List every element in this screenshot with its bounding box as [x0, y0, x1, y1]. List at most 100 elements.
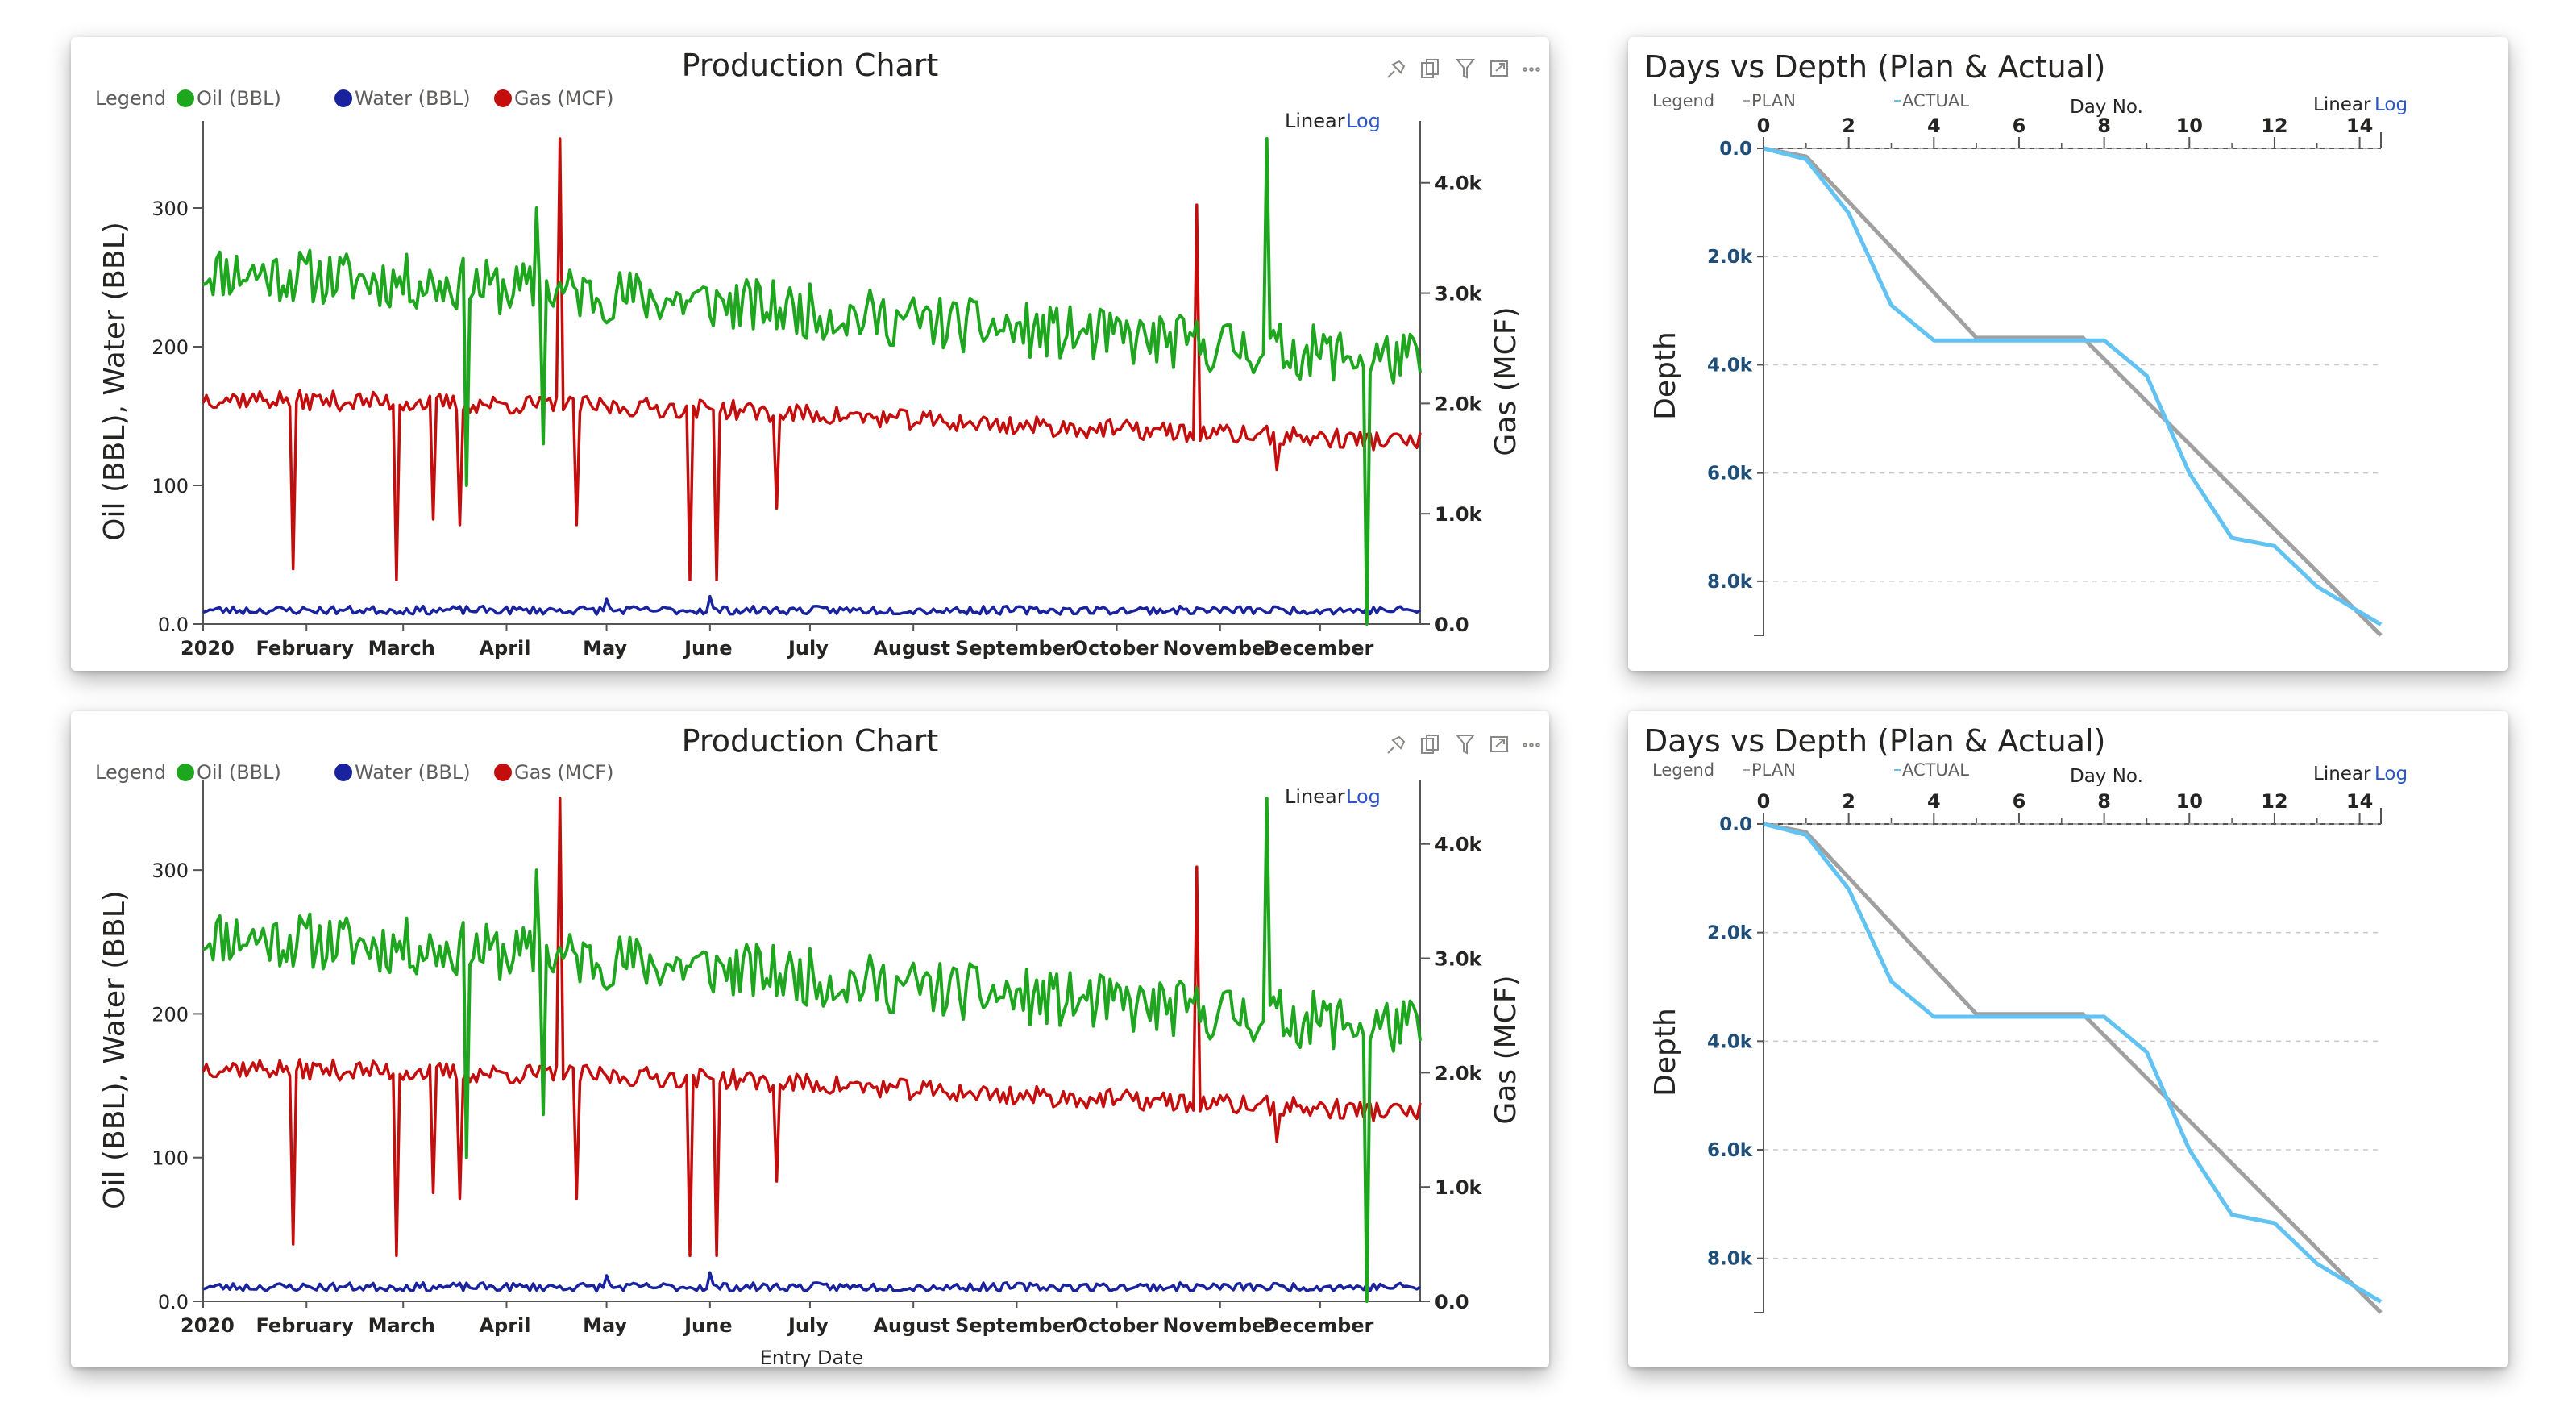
legend-marker-water: [334, 764, 352, 781]
copy-icon[interactable]: [1421, 59, 1439, 78]
legend-item-oil[interactable]: Oil (BBL): [177, 87, 281, 110]
x-tick-label: 12: [2261, 114, 2287, 137]
right-tick-label: 0.0: [1435, 1291, 1469, 1313]
focus-icon[interactable]: [1490, 60, 1508, 77]
right-tick-label: 1.0k: [1435, 503, 1483, 526]
x-tick-label: November: [1162, 1314, 1274, 1337]
x-tick-label: February: [256, 637, 355, 660]
y-axis-title: Depth: [1649, 331, 1682, 420]
x-tick-label: August: [873, 637, 950, 660]
x-tick-label: 10: [2176, 790, 2203, 813]
depth-chart-card-top[interactable]: Days vs Depth (Plan & Actual) Legend PLAN A…: [1628, 37, 2508, 671]
depth-chart-card-bottom[interactable]: Days vs Depth (Plan & Actual) Legend PLAN A…: [1628, 711, 2508, 1367]
copy-icon[interactable]: [1421, 735, 1439, 754]
legend-item-plan[interactable]: PLAN: [1743, 91, 1796, 110]
more-icon[interactable]: [1523, 743, 1540, 747]
production-chart-card-bottom[interactable]: Production Chart Legend Oil (BBL) Water (BB…: [71, 711, 1549, 1367]
scale-log-toggle[interactable]: Log: [1346, 785, 1381, 808]
right-tick-label: 3.0k: [1435, 283, 1483, 306]
scale-linear-toggle[interactable]: Linear: [1285, 785, 1345, 808]
visual-header-icons[interactable]: [1387, 735, 1540, 755]
scale-log-toggle[interactable]: Log: [1346, 110, 1381, 132]
legend-text-gas: Gas (MCF): [514, 87, 613, 110]
x-tick-label: November: [1162, 637, 1274, 660]
legend-text-plan: PLAN: [1751, 91, 1796, 110]
x-tick-label: 2020: [181, 637, 235, 660]
right-tick-label: 4.0k: [1435, 173, 1483, 195]
legend-marker-gas: [494, 89, 512, 107]
series-line-water[interactable]: [202, 594, 1422, 616]
x-axis-title: Entry Date: [760, 669, 864, 671]
y-right-axis-title: Gas (MCF): [1490, 306, 1523, 456]
legend-text-water: Water (BBL): [355, 87, 471, 110]
legend-item-gas[interactable]: Gas (MCF): [494, 761, 613, 784]
series-line-actual[interactable]: [1763, 146, 2383, 626]
y-tick-label: 8.0k: [1707, 572, 1753, 593]
legend-marker-water: [334, 89, 352, 107]
y-tick-label: 4.0k: [1707, 1031, 1753, 1052]
series-line-plan[interactable]: [1763, 822, 2383, 1314]
right-tick-label: 3.0k: [1435, 948, 1483, 971]
filter-icon[interactable]: [1455, 59, 1476, 79]
x-tick-label: February: [256, 1314, 355, 1337]
legend-item-water[interactable]: Water (BBL): [334, 87, 471, 110]
x-tick-label: July: [787, 1314, 829, 1337]
visual-header-icons[interactable]: [1387, 59, 1540, 79]
legend-label: Legend: [95, 87, 166, 110]
x-tick-label: October: [1072, 637, 1159, 660]
chart-title: Production Chart: [682, 723, 939, 759]
series-line-gas[interactable]: [202, 137, 1422, 582]
x-tick-label: 8: [2097, 114, 2111, 137]
scale-linear-toggle[interactable]: Linear: [2313, 94, 2371, 115]
legend-item-water[interactable]: Water (BBL): [334, 761, 471, 784]
y-tick-label: 6.0k: [1707, 464, 1753, 485]
x-axis-title: Day No.: [2070, 97, 2143, 118]
scale-linear-toggle[interactable]: Linear: [2313, 764, 2371, 785]
series-line-gas[interactable]: [202, 797, 1422, 1258]
y-left-axis-title: Oil (BBL), Water (BBL): [98, 222, 131, 541]
legend: Legend Oil (BBL) Water (BBL) Gas (MCF): [95, 761, 613, 784]
pin-icon[interactable]: [1387, 735, 1406, 754]
x-tick-label: June: [683, 637, 732, 660]
x-tick-label: March: [368, 637, 435, 660]
right-tick-label: 2.0k: [1435, 393, 1483, 415]
series-line-oil[interactable]: [202, 137, 1422, 626]
x-tick-label: 6: [2013, 114, 2026, 137]
scale-log-toggle[interactable]: Log: [2374, 94, 2408, 115]
legend-text-plan: PLAN: [1751, 760, 1796, 780]
x-tick-label: 12: [2261, 790, 2287, 813]
legend: Legend PLAN ACTUAL: [1652, 91, 1969, 110]
pin-icon[interactable]: [1387, 60, 1406, 78]
x-tick-label: July: [787, 637, 829, 660]
left-tick-label: 200: [152, 1003, 189, 1026]
scale-linear-toggle[interactable]: Linear: [1285, 110, 1345, 132]
y-tick-label: 0.0: [1719, 139, 1752, 160]
x-tick-label: September: [955, 1314, 1075, 1337]
x-tick-label: June: [683, 1314, 732, 1337]
legend-item-oil[interactable]: Oil (BBL): [177, 761, 281, 784]
legend-item-plan[interactable]: PLAN: [1743, 760, 1796, 780]
series-line-water[interactable]: [202, 1271, 1422, 1293]
production-chart-card-top[interactable]: Production Chart Legend Oil (BBL) Water (BB…: [71, 37, 1549, 671]
series-line-actual[interactable]: [1763, 822, 2383, 1304]
legend-label: Legend: [1652, 91, 1714, 110]
x-tick-label: October: [1072, 1314, 1159, 1337]
x-tick-label: September: [955, 637, 1075, 660]
series-line-oil[interactable]: [202, 797, 1422, 1303]
production-chart-bottom: Production Chart Legend Oil (BBL) Water (BB…: [95, 723, 1540, 1367]
x-tick-label: 0: [1757, 790, 1771, 813]
legend-item-actual[interactable]: ACTUAL: [1894, 760, 1969, 780]
x-axis-title: Entry Date: [760, 1346, 864, 1367]
more-icon[interactable]: [1523, 67, 1540, 72]
series-line-plan[interactable]: [1763, 146, 2383, 637]
filter-icon[interactable]: [1455, 735, 1476, 755]
legend-item-actual[interactable]: ACTUAL: [1894, 91, 1969, 110]
x-tick-label: 8: [2097, 790, 2111, 813]
legend-item-gas[interactable]: Gas (MCF): [494, 87, 613, 110]
focus-icon[interactable]: [1490, 736, 1508, 752]
left-tick-label: 0.0: [158, 1291, 189, 1313]
scale-log-toggle[interactable]: Log: [2374, 764, 2408, 785]
legend-marker-oil: [177, 764, 194, 781]
x-tick-label: April: [479, 1314, 530, 1337]
legend-text-gas: Gas (MCF): [514, 761, 613, 784]
